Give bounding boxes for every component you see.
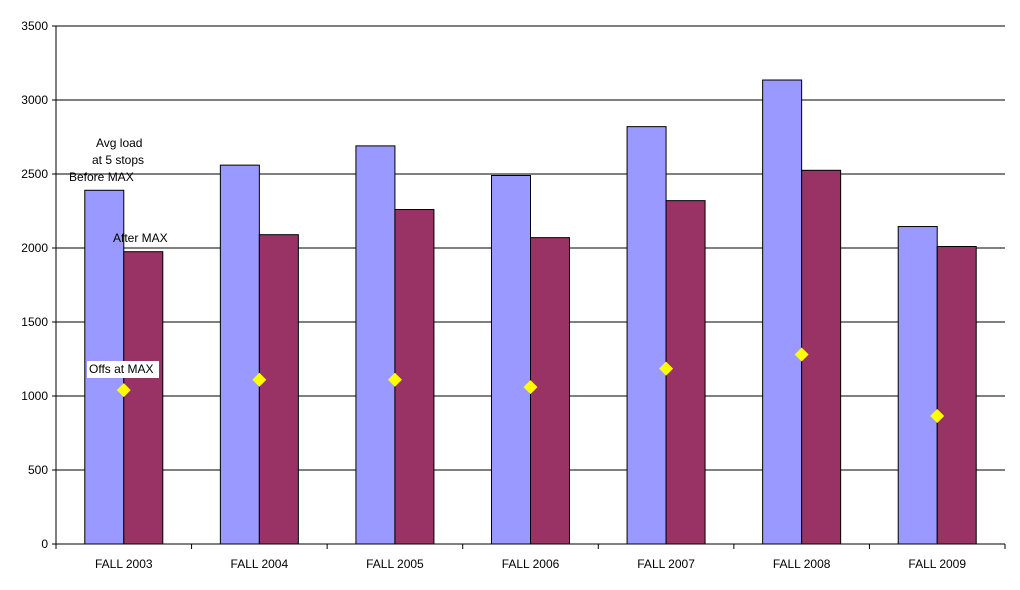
annotations: Avg load at 5 stops Before MAX After MAX… bbox=[69, 136, 168, 378]
y-tick-label: 500 bbox=[28, 463, 48, 477]
bar-after-max bbox=[665, 200, 706, 545]
y-tick-label: 3000 bbox=[21, 93, 48, 107]
x-tick-label: FALL 2007 bbox=[637, 557, 695, 571]
marker-offs-at-max bbox=[387, 372, 402, 387]
y-tick-label: 2500 bbox=[21, 167, 48, 181]
bar-before-max bbox=[355, 145, 396, 545]
y-tick-label: 3500 bbox=[21, 19, 48, 33]
bars bbox=[84, 79, 977, 545]
annotation-offs-at-max: Offs at MAX bbox=[89, 362, 153, 376]
y-tick-label: 2000 bbox=[21, 241, 48, 255]
bar-after-max bbox=[123, 251, 164, 545]
marker-offs-at-max bbox=[794, 347, 809, 362]
marker-offs-at-max bbox=[659, 361, 674, 376]
marker-offs-at-max bbox=[252, 372, 267, 387]
bar-before-max bbox=[897, 226, 938, 545]
bar-before-max bbox=[491, 174, 531, 545]
y-tick-label: 1000 bbox=[21, 389, 48, 403]
bar-after-max bbox=[394, 209, 435, 545]
x-tick-label: FALL 2004 bbox=[231, 557, 289, 571]
y-tick-label: 1500 bbox=[21, 315, 48, 329]
bar-after-max bbox=[936, 246, 977, 545]
x-tick-label: FALL 2008 bbox=[773, 557, 831, 571]
x-tick-label: FALL 2009 bbox=[908, 557, 966, 571]
annotation-after-max: After MAX bbox=[113, 231, 168, 245]
annotation-avg-load-2: at 5 stops bbox=[92, 153, 144, 167]
axes bbox=[52, 25, 1006, 549]
bar-after-max bbox=[801, 169, 842, 545]
bar-after-max bbox=[530, 237, 570, 545]
y-tick-label: 0 bbox=[41, 537, 48, 551]
annotation-offs-bg bbox=[87, 361, 159, 378]
annotation-before-max: Before MAX bbox=[69, 170, 134, 184]
x-tick-label: FALL 2003 bbox=[95, 557, 153, 571]
annotation-avg-load-1: Avg load bbox=[96, 136, 142, 150]
marker-offs-at-max bbox=[930, 408, 945, 423]
offs-markers bbox=[116, 347, 945, 423]
x-tick-label: FALL 2005 bbox=[366, 557, 424, 571]
marker-offs-at-max bbox=[523, 380, 538, 395]
bar-before-max bbox=[219, 164, 260, 545]
bar-before-max bbox=[626, 126, 667, 545]
tick-labels: 0 500 1000 1500 2000 2500 3000 3500 FALL 2003 FAL… bbox=[21, 19, 966, 571]
bar-after-max bbox=[258, 234, 299, 545]
bar-before-max bbox=[762, 79, 803, 545]
x-tick-label: FALL 2006 bbox=[502, 557, 560, 571]
marker-offs-at-max bbox=[116, 383, 131, 398]
